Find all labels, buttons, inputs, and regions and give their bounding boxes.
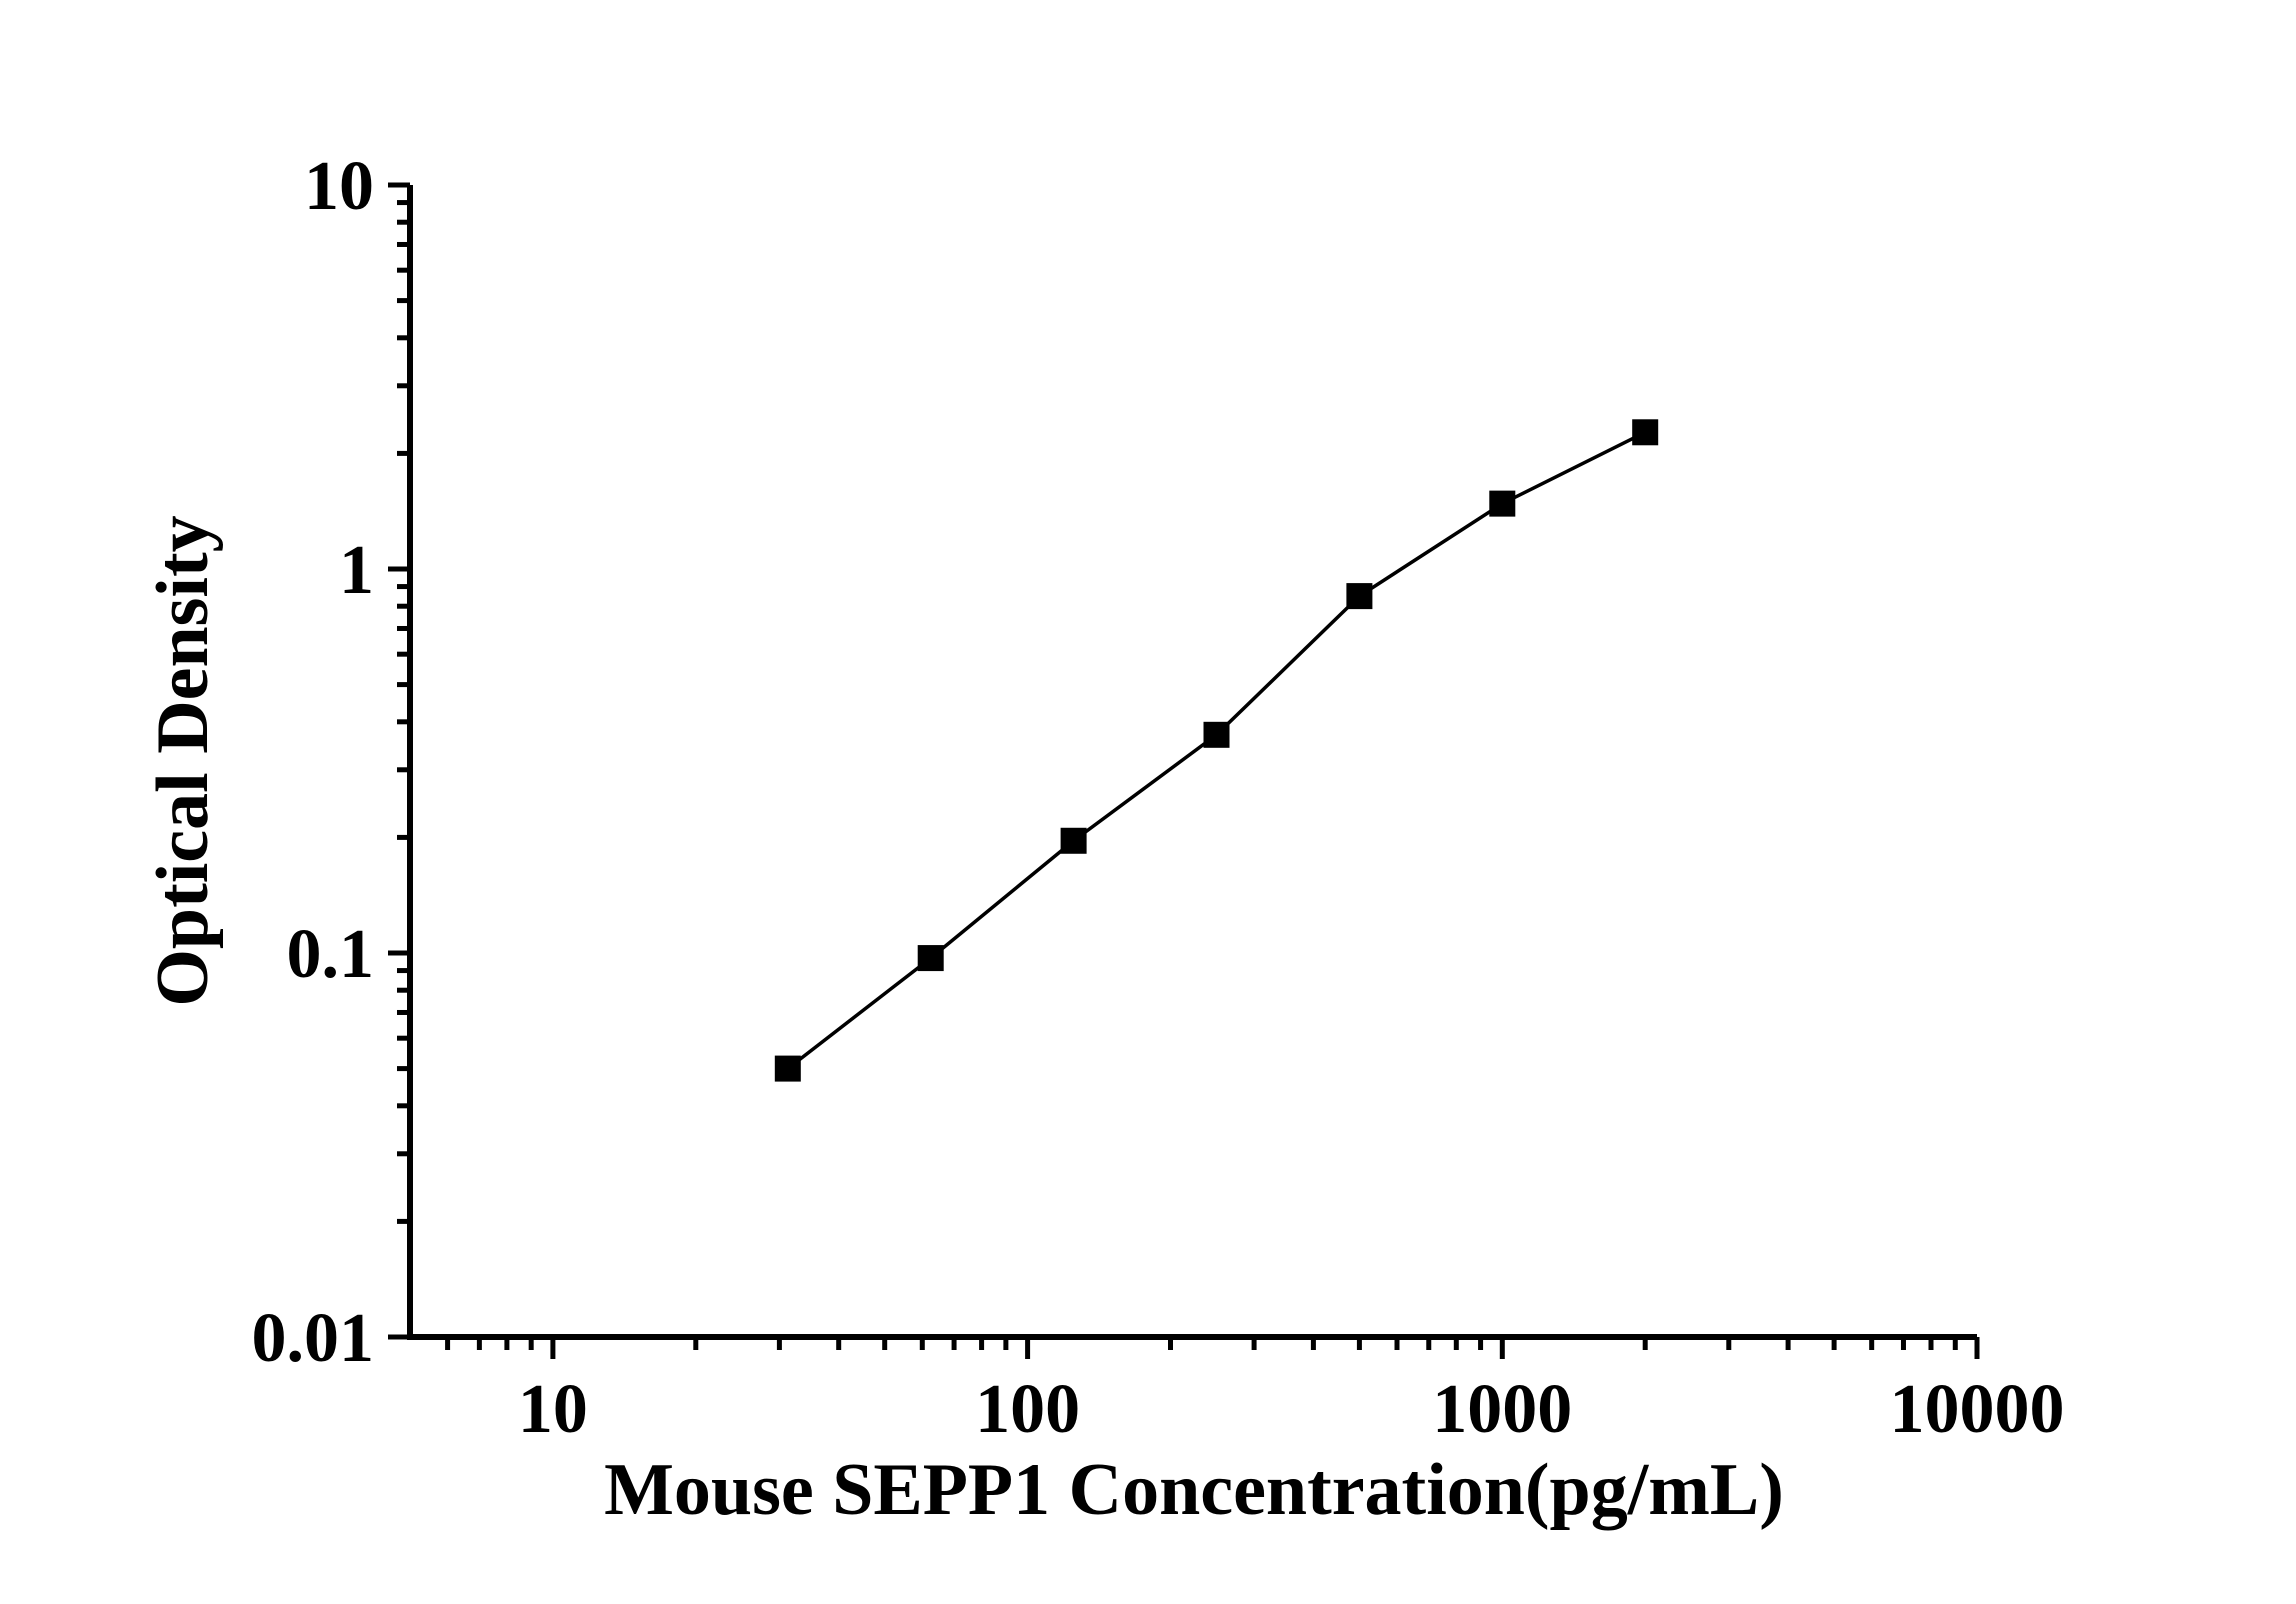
y-axis-title: Optical Density: [142, 515, 224, 1006]
x-tick-label: 100: [975, 1371, 1080, 1448]
x-tick-label: 10: [518, 1371, 588, 1448]
x-tick-label: 10000: [1890, 1371, 2065, 1448]
data-point-marker: [1489, 490, 1516, 517]
data-point-marker: [1346, 583, 1373, 610]
data-point-marker: [1632, 419, 1659, 446]
data-point-marker: [1060, 827, 1087, 854]
x-axis-title: Mouse SEPP1 Concentration(pg/mL): [604, 1449, 1784, 1531]
y-tick-label: 10: [304, 148, 374, 225]
y-tick-label: 0.1: [287, 916, 375, 993]
y-tick-label: 0.01: [252, 1300, 375, 1377]
plot-root: 10 100 1000 10000 10 1 0.1 0.01: [252, 148, 2065, 1448]
series-line: [786, 430, 1646, 1070]
x-tick-label: 1000: [1432, 1371, 1572, 1448]
data-point-marker: [917, 945, 944, 972]
data-point-marker: [1203, 721, 1230, 748]
data-point-marker: [774, 1055, 801, 1082]
y-tick-label: 1: [339, 532, 374, 609]
